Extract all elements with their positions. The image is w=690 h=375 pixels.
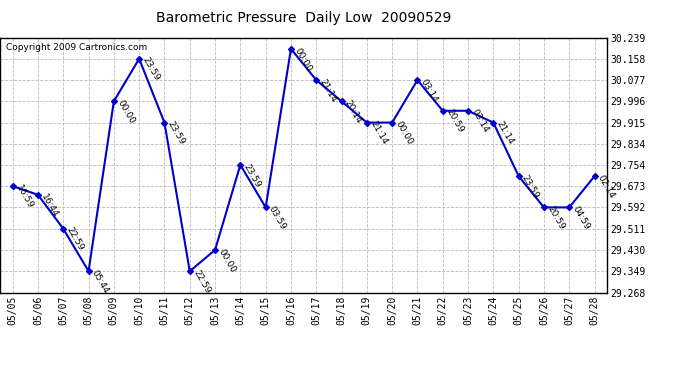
Text: 23:59: 23:59 <box>141 56 161 83</box>
Text: 23:59: 23:59 <box>520 173 541 200</box>
Text: 22:59: 22:59 <box>191 268 212 295</box>
Text: 03:59: 03:59 <box>267 205 288 231</box>
Text: 00:00: 00:00 <box>217 247 237 274</box>
Text: 21:14: 21:14 <box>317 77 338 104</box>
Text: 20:59: 20:59 <box>444 108 465 135</box>
Text: 16:59: 16:59 <box>14 183 34 210</box>
Text: 03:14: 03:14 <box>469 108 490 135</box>
Text: 00:00: 00:00 <box>293 46 313 73</box>
Text: 22:59: 22:59 <box>65 226 86 253</box>
Text: Barometric Pressure  Daily Low  20090529: Barometric Pressure Daily Low 20090529 <box>156 11 451 25</box>
Text: 20:59: 20:59 <box>545 205 566 231</box>
Text: 04:59: 04:59 <box>571 205 591 231</box>
Text: 02:14: 02:14 <box>596 173 617 200</box>
Text: 21:14: 21:14 <box>495 120 515 147</box>
Text: 05:44: 05:44 <box>90 268 110 295</box>
Text: Copyright 2009 Cartronics.com: Copyright 2009 Cartronics.com <box>6 43 148 52</box>
Text: 00:00: 00:00 <box>393 120 414 147</box>
Text: 21:14: 21:14 <box>368 120 389 147</box>
Text: 03:14: 03:14 <box>419 77 440 104</box>
Text: 16:44: 16:44 <box>39 192 60 219</box>
Text: 23:59: 23:59 <box>166 120 186 147</box>
Text: 00:00: 00:00 <box>115 99 136 126</box>
Text: 20:14: 20:14 <box>343 99 364 125</box>
Text: 23:59: 23:59 <box>241 162 262 189</box>
